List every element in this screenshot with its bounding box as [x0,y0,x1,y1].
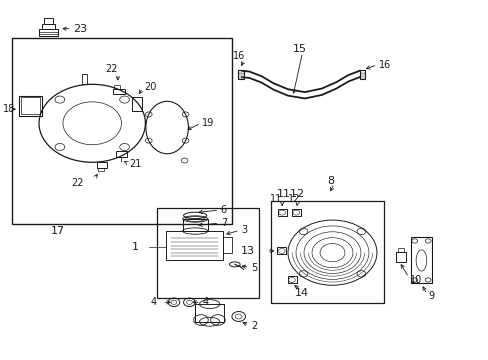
Bar [96,162,107,168]
Bar [182,219,207,231]
Bar [223,237,231,253]
Bar [44,18,53,24]
Text: 6: 6 [221,205,226,215]
Bar [132,98,142,111]
Bar [359,70,365,79]
Bar [116,150,126,157]
Bar [166,231,223,260]
Text: 22: 22 [105,64,118,75]
Bar [291,209,300,216]
Text: 2: 2 [250,321,257,331]
Text: 4: 4 [202,297,208,307]
Bar [113,89,124,94]
Bar [195,304,224,322]
Text: 7: 7 [221,218,226,228]
Text: 1112: 1112 [276,189,304,199]
Bar [114,85,120,89]
Text: 13: 13 [241,246,255,256]
Text: 9: 9 [427,291,433,301]
Bar [82,75,87,84]
Text: 10: 10 [409,275,421,285]
Text: 17: 17 [51,226,65,237]
Text: 16: 16 [378,60,390,70]
Bar [12,38,232,224]
Text: 22: 22 [71,178,84,188]
Bar [410,238,431,283]
Text: 8: 8 [326,176,333,186]
Bar [238,70,244,79]
Text: 20: 20 [144,82,157,92]
Bar [39,29,58,36]
Bar [287,276,296,283]
Text: 11: 11 [270,194,282,204]
Text: 18: 18 [3,104,16,114]
Text: 19: 19 [202,118,214,128]
Bar [42,24,55,29]
Text: 14: 14 [294,288,308,298]
Text: 23: 23 [73,24,87,33]
Bar [19,96,42,116]
Text: 16: 16 [232,51,244,61]
Bar [98,168,103,171]
Bar [397,248,403,252]
Text: 21: 21 [129,159,142,169]
Bar [277,247,285,255]
Text: 4: 4 [150,297,156,307]
Text: 1: 1 [132,242,139,252]
Text: 5: 5 [250,263,257,273]
Bar [270,201,384,303]
Bar [21,98,40,114]
Bar [156,208,259,298]
Text: 15: 15 [292,44,306,54]
Text: 3: 3 [241,225,247,235]
Text: 12: 12 [287,194,299,204]
Bar [278,209,286,216]
Bar [395,252,405,261]
